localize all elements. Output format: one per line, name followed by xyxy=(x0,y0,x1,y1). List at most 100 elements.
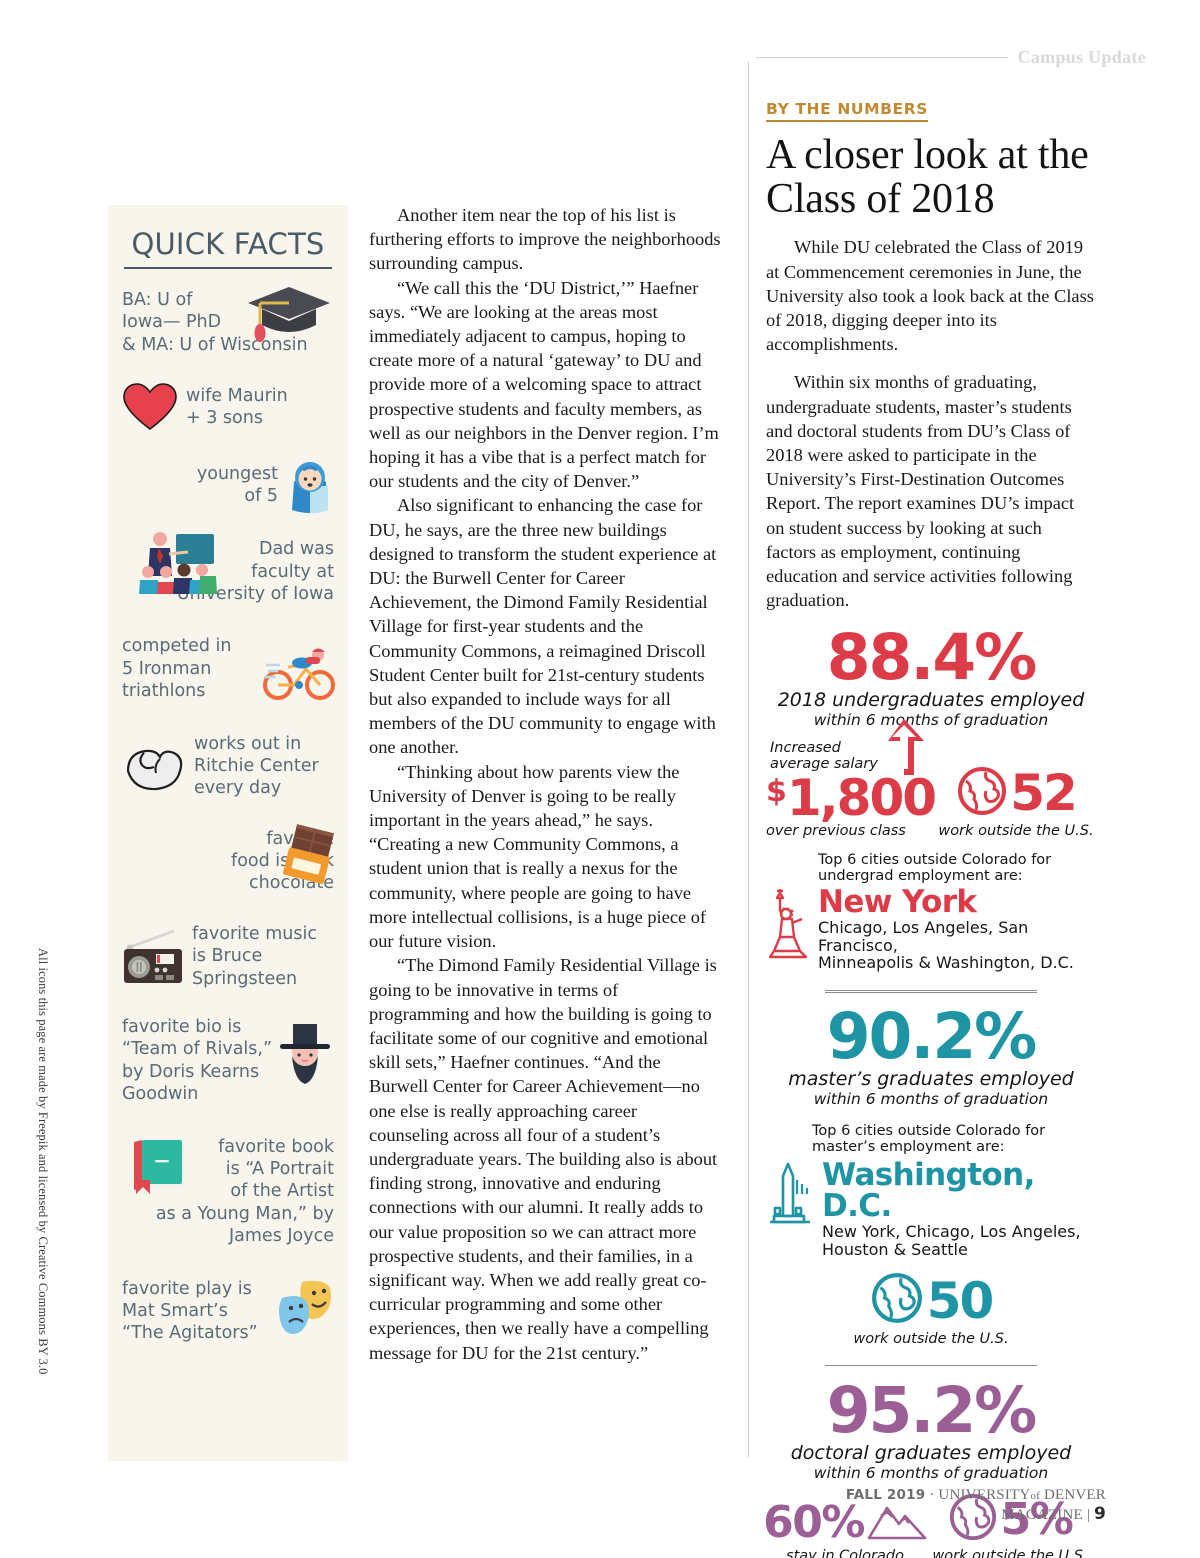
sidebar-headline: A closer look at the Class of 2018 xyxy=(766,132,1096,222)
salary-value: 1,800 xyxy=(786,768,937,827)
article-paragraph: Also significant to enhancing the case f… xyxy=(369,495,717,758)
fact-workout: works out in Ritchie Center every day xyxy=(122,733,334,800)
fact-bio-line3: by Doris Kearns xyxy=(122,1061,260,1082)
fact-bio-line2: “Team of Rivals,” xyxy=(122,1039,273,1060)
footer-bar: | xyxy=(1086,1507,1091,1523)
masters-cities-line2: Houston & Seattle xyxy=(822,1240,968,1260)
running-head: Campus Update xyxy=(756,47,1146,68)
fact-bio-line1: favorite bio is xyxy=(122,1017,242,1038)
stat-group-masters: 90.2% master’s graduates employed within… xyxy=(766,1000,1096,1347)
sidebar-intro-paragraph: Within six months of graduating, undergr… xyxy=(766,372,1075,611)
fact-book-line5: James Joyce xyxy=(229,1226,334,1247)
article-paragraph: “We call this the ‘DU District,’” Haefne… xyxy=(369,277,719,492)
fact-ironman-line2: 5 Ironman xyxy=(122,658,212,679)
undergrad-cities-line1: Chicago, Los Angeles, San Francisco, xyxy=(818,917,1029,955)
undergrad-cities-line2: Minneapolis & Washington, D.C. xyxy=(818,953,1074,973)
undergrad-top-cities: Top 6 cities outside Colorado for underg… xyxy=(766,851,1096,973)
undergrad-top-city: New York xyxy=(818,883,977,920)
fact-family-line2: + 3 sons xyxy=(186,408,263,429)
fact-play-line3: “The Agitators” xyxy=(122,1323,258,1344)
masters-employment-rate: 90.2% xyxy=(826,1000,1038,1074)
article-paragraph: Another item near the top of his list is… xyxy=(369,205,721,274)
footer-magazine-of: of xyxy=(1030,1490,1041,1502)
footer-dot: · xyxy=(929,1487,935,1503)
fact-family: wife Maurin + 3 sons xyxy=(122,382,334,432)
theater-masks-icon xyxy=(274,1276,336,1338)
fact-youngest-line2: of 5 xyxy=(244,486,278,507)
masters-caption: master’s graduates employed xyxy=(788,1067,1074,1090)
column-divider xyxy=(748,62,749,1457)
heart-icon xyxy=(122,382,178,432)
footer-magazine-3: DENVER MAGAZINE xyxy=(1001,1487,1106,1523)
masters-top-cities: Top 6 cities outside Colorado for master… xyxy=(766,1124,1096,1259)
baby-icon xyxy=(286,456,334,514)
globe-icon xyxy=(948,1492,998,1547)
doctoral-abroad-value: 5% xyxy=(1000,1493,1074,1545)
running-head-label: Campus Update xyxy=(1017,47,1146,67)
sidebar-intro-paragraph: While DU celebrated the Class of 2019 at… xyxy=(766,237,1094,355)
radio-icon xyxy=(122,927,184,985)
article-paragraph: “The Dimond Family Residential Village i… xyxy=(369,955,718,1363)
washington-monument-icon xyxy=(766,1160,816,1235)
undergrad-employment-rate: 88.4% xyxy=(826,621,1038,695)
lincoln-hat-icon xyxy=(274,1022,336,1086)
fact-bio: favorite bio is “Team of Rivals,” by Dor… xyxy=(122,1016,334,1106)
fact-play-line2: Mat Smart’s xyxy=(122,1300,228,1321)
fact-book-line2: is “A Portrait xyxy=(225,1158,334,1179)
masters-cities-head-line2: master’s employment are: xyxy=(812,1139,1005,1156)
doctoral-caption: doctoral graduates employed xyxy=(790,1441,1072,1464)
doctoral-colorado-stat: 60% stay in Colorado xyxy=(763,1498,927,1558)
icon-credit-text: All icons this page are made by Freepik … xyxy=(36,948,50,1375)
graduation-cap-icon xyxy=(246,281,332,343)
by-the-numbers-sidebar: BY THE NUMBERS A closer look at the Clas… xyxy=(763,100,1096,1558)
fact-play: favorite play is Mat Smart’s “The Agitat… xyxy=(122,1278,334,1345)
masters-top-city: Washington, D.C. xyxy=(822,1157,1035,1225)
running-head-rule xyxy=(756,57,1008,58)
doctoral-abroad-caption: work outside the U.S. xyxy=(932,1548,1088,1558)
flexed-bicep-icon xyxy=(122,737,186,795)
fact-workout-line3: every day xyxy=(194,778,282,799)
masters-abroad-stat: 50 work outside the U.S. xyxy=(766,1271,1096,1347)
fact-workout-line1: works out in xyxy=(194,733,302,754)
footer-page-number: 9 xyxy=(1093,1504,1106,1524)
salary-label-line1: Increased xyxy=(770,740,841,757)
doctoral-subcaption: within 6 months of graduation xyxy=(813,1463,1049,1482)
headline-line1: A closer look at the xyxy=(766,132,1089,178)
headline-line2: Class of 2018 xyxy=(766,175,995,222)
fact-music-line1: favorite music xyxy=(192,923,317,944)
fact-book: favorite book is “A Portrait of the Arti… xyxy=(122,1136,334,1248)
fact-dad-faculty: Dad was faculty at University of Iowa xyxy=(122,532,334,605)
page-footer: FALL 2019 · UNIVERSITYof DENVER MAGAZINE… xyxy=(766,1487,1106,1524)
masters-cities-head-line1: Top 6 cities outside Colorado for xyxy=(812,1123,1046,1140)
quick-facts-panel: QUICK FACTS BA: U of Iowa— PhD & MA: U o… xyxy=(108,205,348,1461)
section-divider xyxy=(825,990,1037,994)
dollar-sign: $ xyxy=(766,773,787,809)
salary-subcaption: over previous class xyxy=(766,822,906,839)
stat-group-doctoral: 95.2% doctoral graduates employed within… xyxy=(763,1374,1096,1558)
teacher-icon xyxy=(138,532,218,598)
book-icon xyxy=(128,1136,190,1198)
fact-play-line1: favorite play is xyxy=(122,1278,252,1299)
fact-dad-line1: Dad was xyxy=(258,539,334,560)
stat-group-undergraduates: 88.4% 2018 undergraduates employed withi… xyxy=(766,621,1096,973)
fact-youngest-line1: youngest xyxy=(196,463,278,484)
fact-music-line2: is Bruce xyxy=(192,946,263,967)
fact-ironman-line1: competed in xyxy=(122,636,232,657)
masters-abroad-count: 50 xyxy=(926,1271,995,1330)
fact-workout-line2: Ritchie Center xyxy=(194,755,319,776)
doctoral-employment-rate: 95.2% xyxy=(826,1374,1038,1448)
cyclist-icon xyxy=(262,643,336,701)
undergrad-cities-head-line1: Top 6 cities outside Colorado for xyxy=(818,851,1052,868)
masters-cities-line1: New York, Chicago, Los Angeles, xyxy=(822,1222,1081,1242)
undergrad-caption: 2018 undergraduates employed xyxy=(777,688,1085,711)
article-body: Another item near the top of his list is… xyxy=(369,203,721,1365)
masters-subcaption: within 6 months of graduation xyxy=(813,1090,1049,1109)
fact-youngest: youngest of 5 xyxy=(122,456,334,514)
fact-book-line1: favorite book xyxy=(218,1136,334,1157)
undergrad-abroad-caption: work outside the U.S. xyxy=(938,822,1094,839)
fact-book-line3: of the Artist xyxy=(230,1181,334,1202)
fact-book-line4: as a Young Man,” by xyxy=(155,1203,334,1224)
fact-food: favorite food is dark chocolate xyxy=(122,823,334,895)
fact-ironman: competed in 5 Ironman triathlons xyxy=(122,635,336,702)
salary-label-line2: average salary xyxy=(770,756,878,773)
